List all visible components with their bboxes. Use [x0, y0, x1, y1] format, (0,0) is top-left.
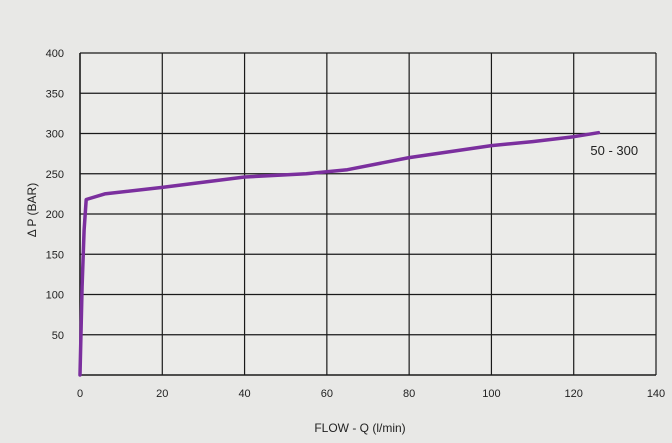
x-tick-label: 20 [156, 388, 168, 400]
y-tick-label: 100 [46, 290, 64, 302]
series-group [78, 130, 601, 377]
x-tick-label: 140 [647, 388, 665, 400]
y-tick-label: 250 [46, 169, 64, 181]
y-tick-label: 400 [46, 48, 64, 60]
x-axis-title: FLOW - Q (l/min) [314, 421, 405, 435]
y-tick-label: 300 [46, 129, 64, 141]
series-line-0 [78, 130, 601, 377]
horizontal-gridlines [80, 52, 656, 336]
y-axis-tick-labels: 50 100 150 200 250 300 350 400 [46, 48, 64, 342]
series-label: 50 - 300 [590, 143, 638, 158]
x-tick-label: 40 [238, 388, 250, 400]
x-tick-label: 0 [77, 388, 83, 400]
y-tick-label: 350 [46, 88, 64, 100]
x-tick-label: 100 [482, 388, 500, 400]
y-tick-label: 200 [46, 209, 64, 221]
vertical-gridlines [161, 53, 657, 375]
x-tick-label: 80 [403, 388, 415, 400]
x-axis-tick-labels: 0 20 40 60 80 100 120 140 [77, 388, 665, 400]
y-axis-title: Δ P (BAR) [25, 183, 39, 237]
y-tick-label: 150 [46, 249, 64, 261]
x-tick-label: 120 [565, 388, 583, 400]
y-tick-label: 50 [52, 330, 64, 342]
annotation-group: 50 - 300 [590, 143, 638, 158]
x-tick-label: 60 [321, 388, 333, 400]
